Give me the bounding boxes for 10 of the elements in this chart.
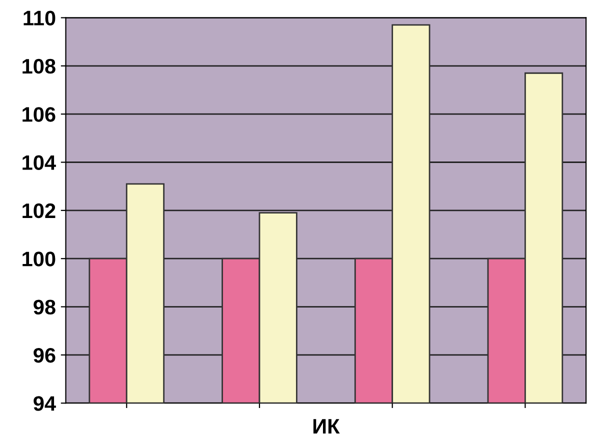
y-tick-label: 102 (22, 203, 56, 218)
y-tick-label: 100 (22, 252, 56, 266)
y-tick-label: 98 (34, 300, 56, 315)
y-tick-label: 106 (22, 107, 56, 122)
y-tick-label: 96 (34, 348, 56, 363)
y-tick-label: 110 (24, 10, 56, 26)
y-tick-label: 94 (34, 396, 56, 411)
y-tick-label: 104 (22, 155, 56, 170)
y-tick-label: 108 (22, 58, 56, 74)
x-axis-title: ИК (313, 419, 340, 434)
